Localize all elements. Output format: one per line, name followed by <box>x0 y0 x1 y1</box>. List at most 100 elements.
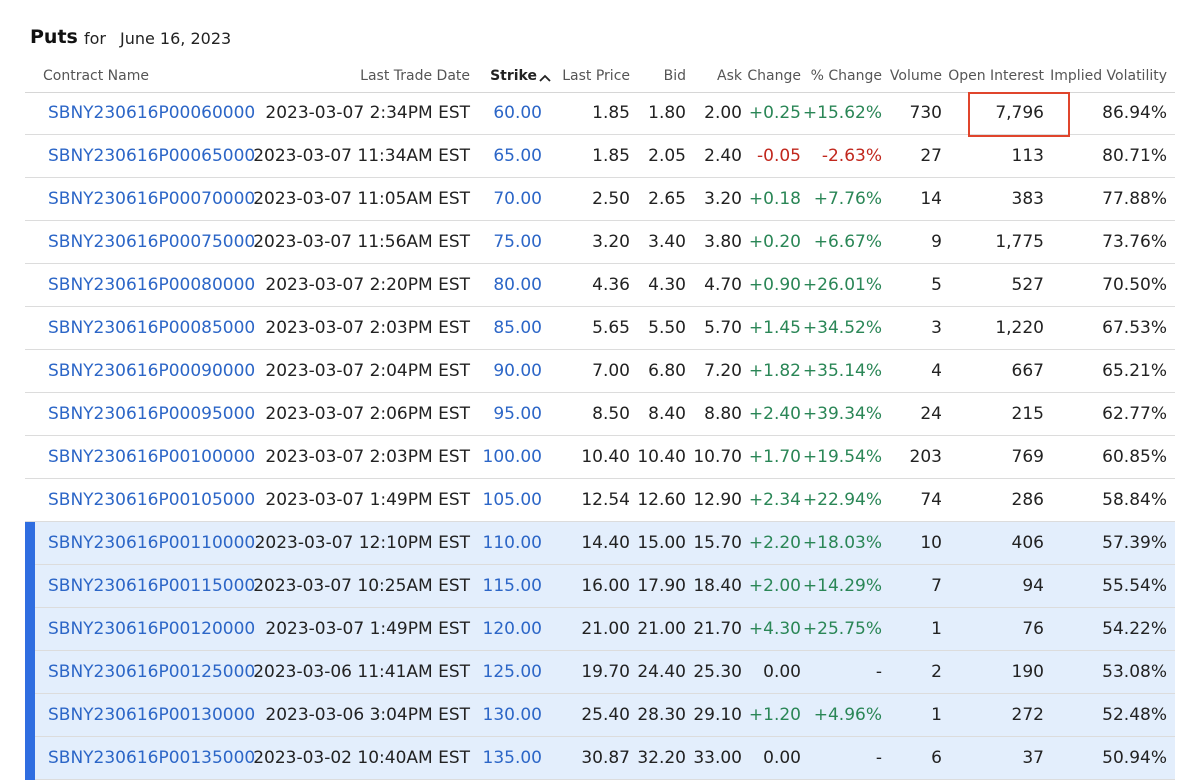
contract-link[interactable]: SBNY230616P00060000 <box>48 103 256 123</box>
table-cell: 2.50 <box>592 189 630 209</box>
strike-link[interactable]: 120.00 <box>482 619 542 639</box>
contract-link[interactable]: SBNY230616P00130000 <box>48 705 256 725</box>
strike-link[interactable]: 80.00 <box>493 275 542 295</box>
strike-link[interactable]: 85.00 <box>493 318 542 338</box>
table-cell: 2023-03-07 2:20PM EST <box>265 275 470 295</box>
column-header[interactable]: Volume <box>889 68 942 84</box>
column-header[interactable]: Strike <box>490 68 537 84</box>
table-cell: 77.88% <box>1102 189 1167 209</box>
table-cell: 2023-03-07 2:03PM EST <box>265 447 470 467</box>
strike-link[interactable]: 135.00 <box>482 748 542 768</box>
contract-link[interactable]: SBNY230616P00090000 <box>48 361 256 381</box>
strike-link[interactable]: 125.00 <box>482 662 542 682</box>
table-cell: 6.80 <box>648 361 686 381</box>
row-marker <box>25 737 35 780</box>
caret-line <box>539 74 551 82</box>
table-cell: 3 <box>931 318 942 338</box>
table-cell: 50.94% <box>1102 748 1167 768</box>
table-cell: 80.71% <box>1102 146 1167 166</box>
column-header[interactable]: Implied Volatility <box>1050 68 1167 84</box>
table-cell: 62.77% <box>1102 404 1167 424</box>
table-cell: 2023-03-06 3:04PM EST <box>265 705 470 725</box>
sort-caret <box>539 74 551 82</box>
row-marker <box>25 522 35 565</box>
table-cell: 14 <box>920 189 942 209</box>
table-row <box>25 565 1175 608</box>
table-cell: +1.70 <box>748 447 801 467</box>
contract-link[interactable]: SBNY230616P00075000 <box>48 232 256 252</box>
expiry-date[interactable]: June 16, 2023 <box>120 29 232 48</box>
table-cell: 67.53% <box>1102 318 1167 338</box>
strike-link[interactable]: 65.00 <box>493 146 542 166</box>
table-cell: 3.20 <box>704 189 742 209</box>
table-cell: 4 <box>931 361 942 381</box>
contract-link[interactable]: SBNY230616P00100000 <box>48 447 256 467</box>
table-cell: 3.20 <box>592 232 630 252</box>
contract-link[interactable]: SBNY230616P00110000 <box>48 533 256 553</box>
strike-link[interactable]: 100.00 <box>482 447 542 467</box>
table-cell: 7,796 <box>995 103 1044 123</box>
table-cell: 7 <box>931 576 942 596</box>
table-cell: 769 <box>1011 447 1044 467</box>
contract-link[interactable]: SBNY230616P00125000 <box>48 662 256 682</box>
column-header[interactable]: Last Price <box>562 68 630 84</box>
table-cell: - <box>875 662 882 682</box>
table-cell: 10 <box>920 533 942 553</box>
table-cell: 5.50 <box>648 318 686 338</box>
table-cell: 19.70 <box>581 662 630 682</box>
table-row <box>25 307 1175 350</box>
table-row <box>25 350 1175 393</box>
contract-link[interactable]: SBNY230616P00085000 <box>48 318 256 338</box>
row-marker <box>25 565 35 608</box>
table-cell: 15.00 <box>637 533 686 553</box>
strike-link[interactable]: 70.00 <box>493 189 542 209</box>
strike-link[interactable]: 75.00 <box>493 232 542 252</box>
table-cell: 94 <box>1022 576 1044 596</box>
column-header[interactable]: Open Interest <box>948 68 1044 84</box>
contract-link[interactable]: SBNY230616P00120000 <box>48 619 256 639</box>
table-cell: 4.70 <box>704 275 742 295</box>
contract-link[interactable]: SBNY230616P00080000 <box>48 275 256 295</box>
table-cell: 6 <box>931 748 942 768</box>
table-cell: 272 <box>1011 705 1044 725</box>
table-cell: 27 <box>920 146 942 166</box>
table-cell: 57.39% <box>1102 533 1167 553</box>
contract-link[interactable]: SBNY230616P00105000 <box>48 490 256 510</box>
table-cell: 1 <box>931 619 942 639</box>
table-cell: 2023-03-07 1:49PM EST <box>265 619 470 639</box>
table-row <box>25 522 1175 565</box>
strike-link[interactable]: 115.00 <box>482 576 542 596</box>
strike-link[interactable]: 60.00 <box>493 103 542 123</box>
table-cell: 0.00 <box>763 662 801 682</box>
strike-link[interactable]: 105.00 <box>482 490 542 510</box>
strike-link[interactable]: 130.00 <box>482 705 542 725</box>
table-cell: 527 <box>1011 275 1044 295</box>
table-row <box>25 178 1175 221</box>
contract-link[interactable]: SBNY230616P00115000 <box>48 576 256 596</box>
column-header[interactable]: Ask <box>717 68 742 84</box>
table-cell: 5.70 <box>704 318 742 338</box>
column-header[interactable]: Bid <box>663 68 686 84</box>
contract-link[interactable]: SBNY230616P00135000 <box>48 748 256 768</box>
strike-link[interactable]: 95.00 <box>493 404 542 424</box>
column-header[interactable]: Last Trade Date <box>360 68 470 84</box>
column-header[interactable]: % Change <box>810 68 882 84</box>
table-cell: 8.80 <box>704 404 742 424</box>
contract-link[interactable]: SBNY230616P00095000 <box>48 404 256 424</box>
column-header[interactable]: Change <box>747 68 801 84</box>
table-cell: +1.45 <box>748 318 801 338</box>
table-cell: +2.34 <box>748 490 801 510</box>
contract-link[interactable]: SBNY230616P00065000 <box>48 146 256 166</box>
strike-link[interactable]: 90.00 <box>493 361 542 381</box>
table-cell: 2.05 <box>648 146 686 166</box>
table-cell: 8.50 <box>592 404 630 424</box>
contract-link[interactable]: SBNY230616P00070000 <box>48 189 256 209</box>
table-cell: +1.82 <box>748 361 801 381</box>
table-cell: 2.00 <box>704 103 742 123</box>
strike-link[interactable]: 110.00 <box>482 533 542 553</box>
column-header[interactable]: Contract Name <box>43 68 149 84</box>
table-cell: 7.00 <box>592 361 630 381</box>
table-cell: 667 <box>1011 361 1044 381</box>
table-cell: 730 <box>909 103 942 123</box>
table-cell: 73.76% <box>1102 232 1167 252</box>
